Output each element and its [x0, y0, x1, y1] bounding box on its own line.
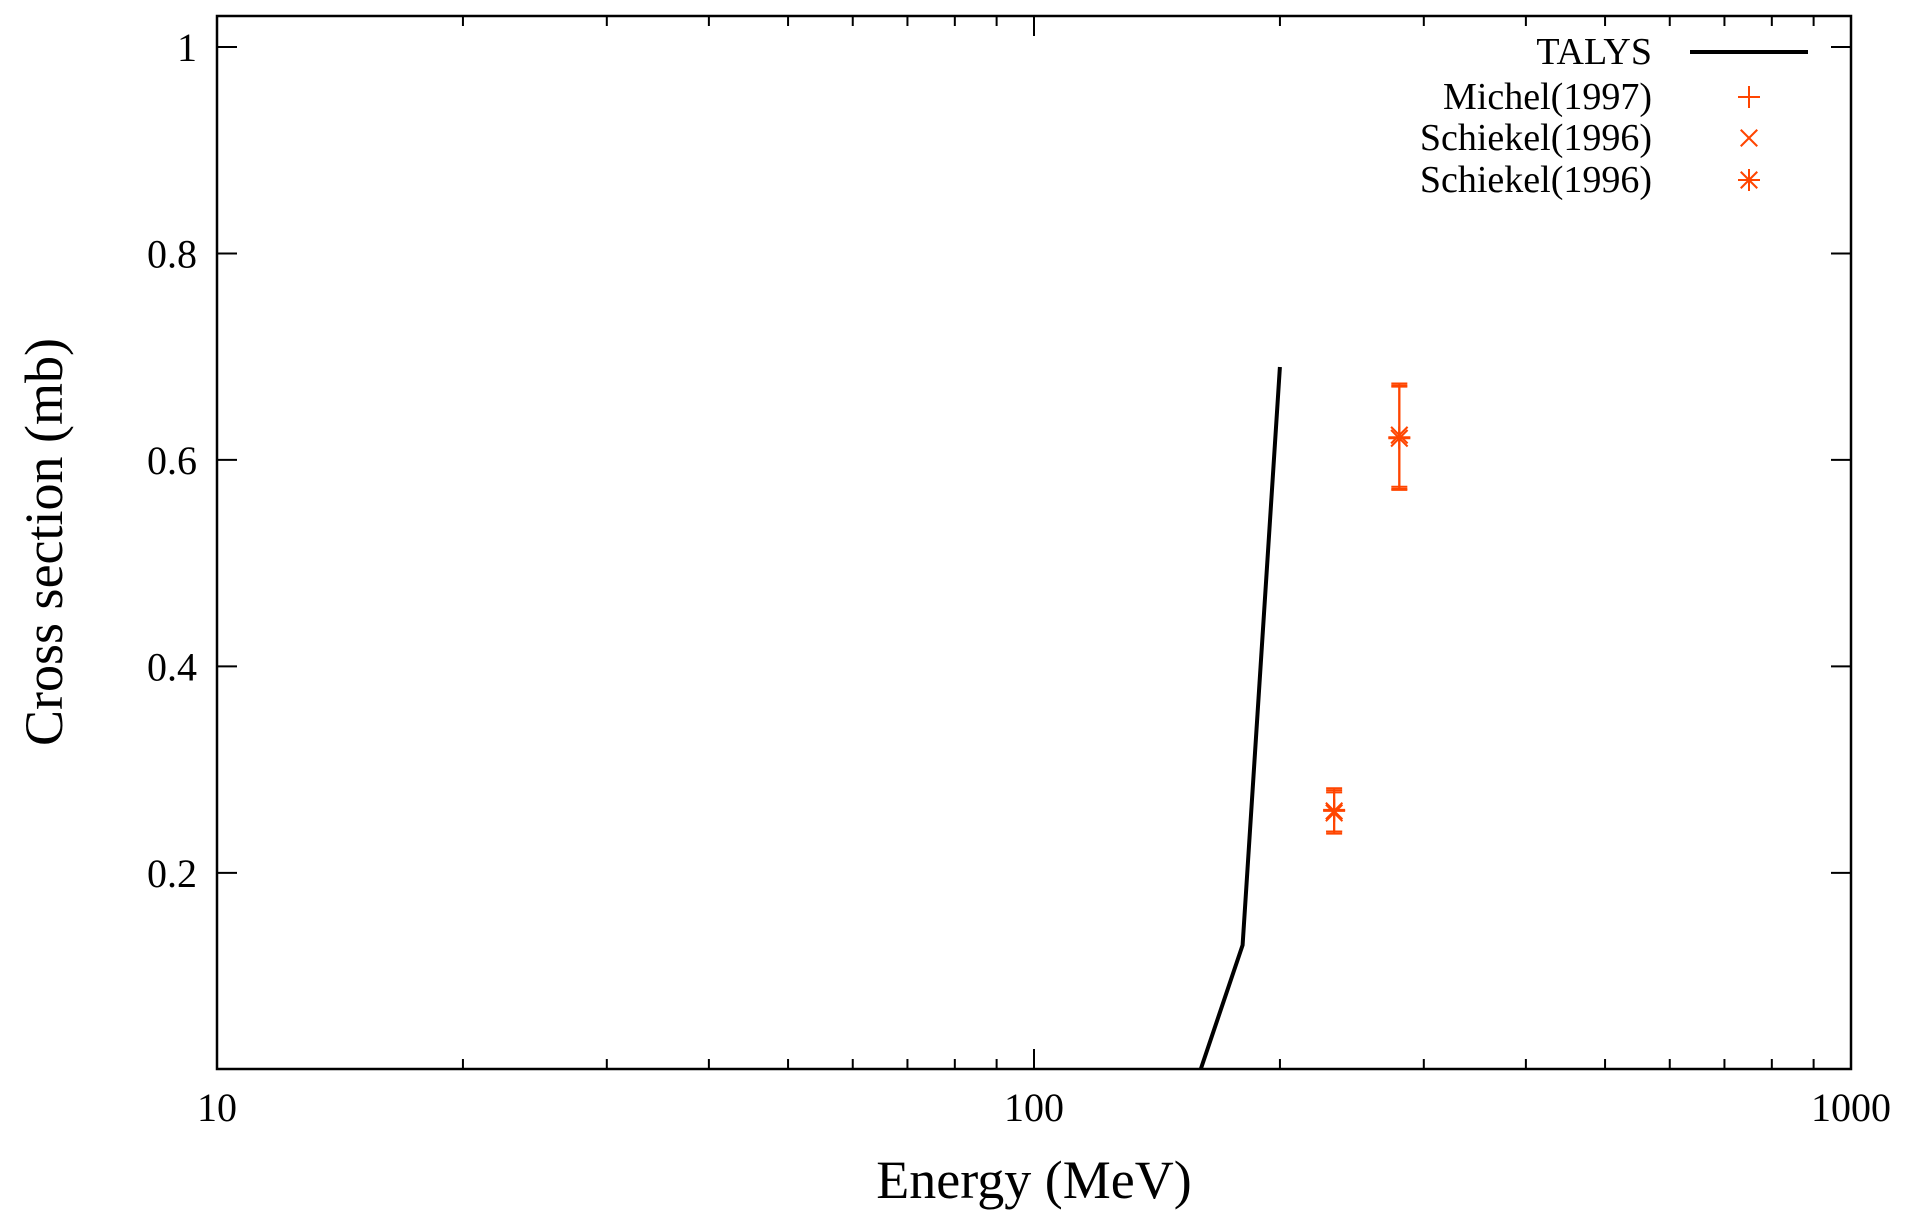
talys-curve [1198, 366, 1282, 1070]
y-axis-title: Cross section (mb) [14, 338, 74, 746]
legend-label: Michel(1997) [1443, 76, 1652, 118]
y-tick-label: 0.6 [147, 438, 197, 483]
x-axis-title: Energy (MeV) [876, 1150, 1191, 1210]
x-tick-label: 100 [1004, 1085, 1064, 1130]
marker-stroke [1325, 801, 1344, 820]
series-0 [1198, 366, 1282, 1070]
y-tick-label: 0.2 [147, 851, 197, 896]
legend-entry: Schiekel(1996) [1420, 117, 1758, 159]
legend-entry: Schiekel(1996) [1420, 159, 1760, 201]
x-tick-labels: 10 100 1000 [197, 1085, 1891, 1130]
legend-label: Schiekel(1996) [1420, 159, 1652, 201]
y-tick-label: 0.4 [147, 644, 197, 689]
plot-series [1198, 366, 1411, 1070]
legend-label: Schiekel(1996) [1420, 117, 1652, 159]
legend-entry: Michel(1997) [1443, 76, 1760, 118]
series-3 [1323, 385, 1411, 833]
y-tick-label: 0.8 [147, 231, 197, 276]
marker-stroke [1740, 129, 1758, 147]
y-tick-labels: 0.2 0.4 0.6 0.8 1 [147, 25, 197, 896]
marker-stroke [1740, 171, 1758, 189]
y-tick-label: 1 [177, 25, 197, 70]
data-point [1388, 385, 1411, 491]
series-1 [1323, 384, 1411, 833]
x-tick-label: 10 [197, 1085, 237, 1130]
axis-ticks [216, 16, 1852, 1069]
legend-label: TALYS [1536, 31, 1652, 73]
series-2 [1325, 382, 1409, 835]
legend: TALYSMichel(1997)Schiekel(1996)Schiekel(… [1420, 31, 1808, 201]
data-point [1323, 789, 1346, 833]
x-tick-label: 1000 [1811, 1085, 1891, 1130]
legend-entry: TALYS [1536, 31, 1808, 73]
marker-stroke [1390, 429, 1409, 448]
